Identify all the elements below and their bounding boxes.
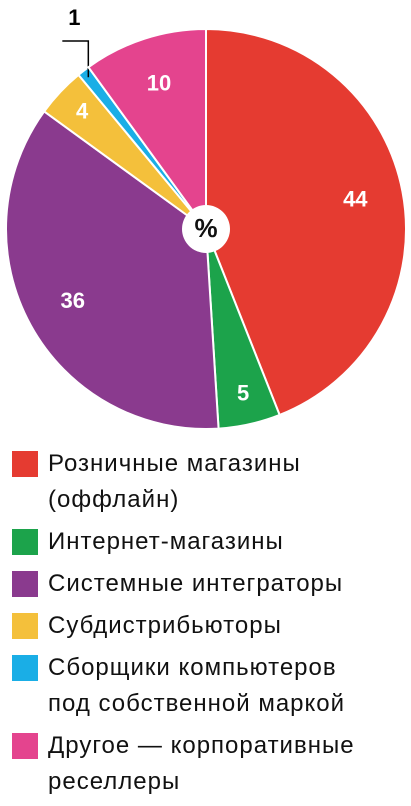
legend-item: Сборщики компьютеров под собственной мар… (12, 650, 402, 722)
data-label: 44 (343, 186, 368, 211)
legend-label: Розничные магазины (оффлайн) (48, 450, 301, 513)
pie-chart: 44 5 36 4 1 10% (5, 5, 407, 430)
legend-label: Системные интеграторы (48, 570, 344, 597)
data-label: 10 (147, 70, 171, 95)
legend-swatch (12, 733, 38, 759)
data-label: 36 (61, 288, 85, 313)
legend-item: Системные интеграторы (12, 566, 402, 602)
center-label: % (194, 213, 217, 243)
legend-item: Розничные магазины (оффлайн) (12, 446, 402, 518)
legend-label: Субдистрибьюторы (48, 612, 282, 639)
legend-label: Интернет-магазины (48, 528, 284, 555)
legend-item: Субдистрибьюторы (12, 608, 402, 644)
data-label: 4 (76, 98, 89, 123)
data-label: 1 (68, 5, 80, 30)
leader-line (62, 40, 90, 78)
pie-slice (205, 27, 407, 417)
pie-slice (87, 27, 207, 233)
legend-label: Сборщики компьютеров под собственной мар… (48, 654, 346, 717)
legend-swatch (12, 613, 38, 639)
legend-item: Другое — корпоративные реселлеры (12, 728, 402, 800)
legend: Розничные магазины (оффлайн) Интернет-маг… (12, 446, 402, 806)
legend-swatch (12, 655, 38, 681)
legend-swatch (12, 529, 38, 555)
legend-label: Другое — корпоративные реселлеры (48, 732, 355, 795)
center-circle (182, 205, 230, 253)
legend-item: Интернет-магазины (12, 524, 402, 560)
pie-slice (5, 110, 220, 430)
data-label: 5 (237, 381, 249, 406)
legend-swatch (12, 571, 38, 597)
legend-swatch (12, 451, 38, 477)
